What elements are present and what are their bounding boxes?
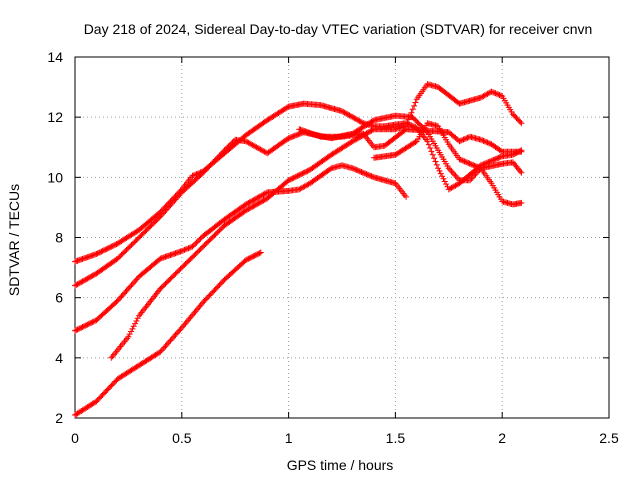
y-tick-label: 10	[47, 169, 63, 185]
series-markers	[108, 81, 525, 361]
y-tick-label: 8	[55, 230, 63, 246]
x-tick-label: 1	[285, 430, 293, 446]
y-tick-labels: 2 4 6 8 10 12 14	[47, 49, 63, 426]
y-axis-label: SDTVAR / TECUs	[6, 184, 22, 296]
x-tick-label: 0	[71, 430, 79, 446]
x-tick-label: 2	[498, 430, 506, 446]
y-tick-label: 14	[47, 49, 63, 65]
y-tick-label: 12	[47, 109, 63, 125]
y-tick-label: 4	[55, 350, 63, 366]
series-markers	[72, 162, 410, 334]
y-tick-label: 6	[55, 290, 63, 306]
x-tick-labels: 0 0.5 1 1.5 2 2.5	[71, 430, 619, 446]
series-track-7	[371, 120, 525, 208]
data-series	[72, 81, 525, 418]
y-tick-label: 2	[55, 410, 63, 426]
chart-title: Day 218 of 2024, Sidereal Day-to-day VTE…	[84, 21, 593, 37]
x-tick-label: 1.5	[386, 430, 406, 446]
series-markers	[72, 100, 525, 265]
x-tick-label: 2.5	[599, 430, 619, 446]
series-markers	[371, 120, 525, 208]
series-track-3	[72, 162, 410, 334]
x-tick-label: 0.5	[172, 430, 192, 446]
series-track-5	[72, 249, 264, 418]
series-markers	[72, 249, 264, 418]
series-track-1	[72, 100, 525, 265]
axis-ticks	[74, 56, 610, 419]
series-track-4	[108, 81, 525, 361]
x-axis-label: GPS time / hours	[287, 457, 394, 473]
